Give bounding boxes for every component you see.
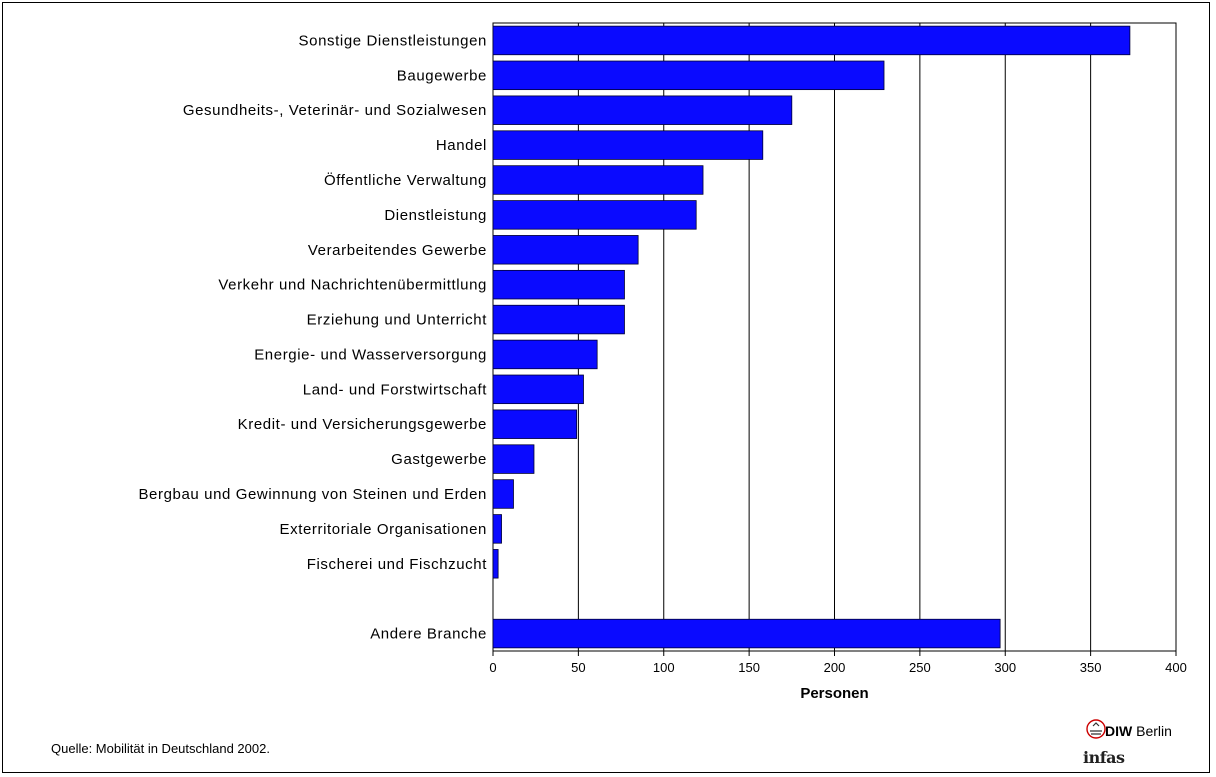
- bar: [492, 374, 584, 405]
- category-label: Bergbau und Gewinnung von Steinen und Er…: [138, 486, 487, 503]
- category-label: Öffentliche Verwaltung: [324, 171, 487, 189]
- bar: [492, 200, 697, 230]
- x-tick-label: 300: [994, 660, 1016, 675]
- bar: [492, 549, 499, 579]
- category-label: Land- und Forstwirtschaft: [303, 381, 487, 398]
- category-label: Erziehung und Unterricht: [307, 312, 488, 329]
- diw-berlin-logo: DIW Berlin: [1105, 723, 1172, 739]
- x-tick-label: 150: [738, 660, 760, 675]
- bar: [492, 60, 885, 91]
- bar: [492, 479, 514, 509]
- bar: [492, 130, 764, 160]
- category-label: Baugewerbe: [397, 67, 487, 84]
- bar: [492, 95, 793, 125]
- bar: [492, 165, 704, 195]
- bar: [492, 514, 502, 544]
- category-label: Gesundheits-, Veterinär- und Sozialwesen: [183, 102, 487, 119]
- x-tick-label: 50: [571, 660, 585, 675]
- x-tick-label: 400: [1165, 660, 1187, 675]
- x-tick-label: 250: [909, 660, 931, 675]
- bar: [492, 269, 625, 300]
- x-tick-label: 350: [1080, 660, 1102, 675]
- x-axis-title: Personen: [800, 685, 868, 702]
- category-label: Verkehr und Nachrichtenübermittlung: [218, 277, 487, 294]
- category-label: Gastgewerbe: [391, 451, 487, 468]
- bar: [492, 235, 639, 265]
- infas-seal-icon: [1086, 719, 1106, 739]
- bar: [492, 409, 578, 439]
- bar: [492, 618, 1001, 649]
- bar: [492, 444, 535, 474]
- category-label: Kredit- und Versicherungsgewerbe: [238, 416, 487, 433]
- source-note: Quelle: Mobilität in Deutschland 2002.: [51, 741, 270, 756]
- category-label: Fischerei und Fischzucht: [307, 556, 488, 573]
- category-label: Andere Branche: [370, 626, 487, 643]
- bar: [492, 25, 1131, 56]
- bar: [492, 339, 598, 370]
- bar: [492, 304, 625, 335]
- category-label: Sonstige Dienstleistungen: [299, 32, 487, 49]
- x-tick-label: 100: [653, 660, 675, 675]
- infas-logo: infas: [1083, 748, 1125, 767]
- x-tick-label: 200: [824, 660, 846, 675]
- category-label: Verarbeitendes Gewerbe: [308, 242, 487, 259]
- category-label: Dienstleistung: [384, 207, 487, 224]
- category-label: Handel: [436, 137, 487, 154]
- category-label: Energie- und Wasserversorgung: [254, 346, 487, 363]
- bar-chart: Sonstige Dienstleistungen Baugewerbe Gesun…: [138, 22, 1187, 702]
- x-tick-label: 0: [489, 660, 496, 675]
- category-label: Exterritoriale Organisationen: [280, 521, 488, 538]
